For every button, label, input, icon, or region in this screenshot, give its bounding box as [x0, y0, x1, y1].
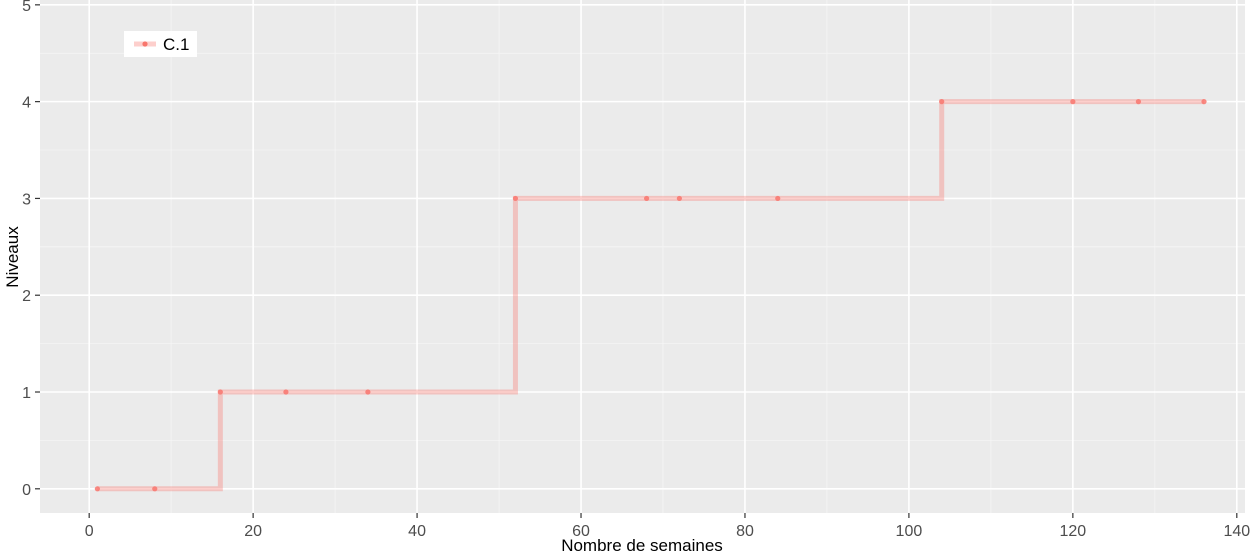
data-point [676, 195, 682, 202]
legend-background [124, 31, 197, 57]
x-tick-labels: 0 20 40 60 80 100 120 140 [85, 523, 1250, 540]
x-tick-label: 20 [244, 523, 262, 540]
legend-label-series-1: C.1 [163, 35, 189, 54]
y-tick-label: 5 [22, 0, 31, 15]
grid-major [40, 0, 1245, 513]
series-line-1 [97, 99, 1205, 492]
data-point [152, 486, 158, 492]
y-tick-labels: 0 1 2 3 4 5 [22, 0, 31, 499]
x-tick-label: 120 [1060, 523, 1087, 540]
data-point [94, 486, 100, 492]
x-tick-label: 100 [896, 523, 923, 540]
data-point [1201, 99, 1207, 105]
x-tick-label: 40 [408, 523, 426, 540]
data-point [643, 195, 650, 202]
y-tick-label: 4 [22, 95, 31, 112]
data-point [512, 195, 519, 202]
data-point [939, 99, 945, 105]
data-point [1135, 99, 1142, 105]
legend-key-point [142, 41, 148, 47]
legend: C.1 [124, 31, 197, 57]
data-point [217, 389, 223, 395]
y-tick-label: 3 [22, 191, 31, 208]
grid-minor [40, 0, 1245, 513]
data-point [283, 389, 289, 395]
data-point [775, 195, 781, 202]
x-tick-label: 80 [736, 523, 754, 540]
y-axis-title: Niveaux [3, 226, 22, 288]
panel-background [40, 0, 1245, 513]
y-tick-label: 2 [22, 288, 31, 305]
x-tick-label: 0 [85, 523, 94, 540]
data-point [1070, 99, 1076, 105]
y-tick-label: 1 [22, 385, 31, 402]
y-tick-label: 0 [22, 482, 31, 499]
series-layer [94, 99, 1207, 492]
x-tick-label: 140 [1223, 523, 1250, 540]
x-tick-label: 60 [572, 523, 590, 540]
x-axis-title: Nombre de semaines [561, 536, 723, 555]
axis-ticks [35, 4, 1238, 518]
data-point [365, 389, 371, 395]
